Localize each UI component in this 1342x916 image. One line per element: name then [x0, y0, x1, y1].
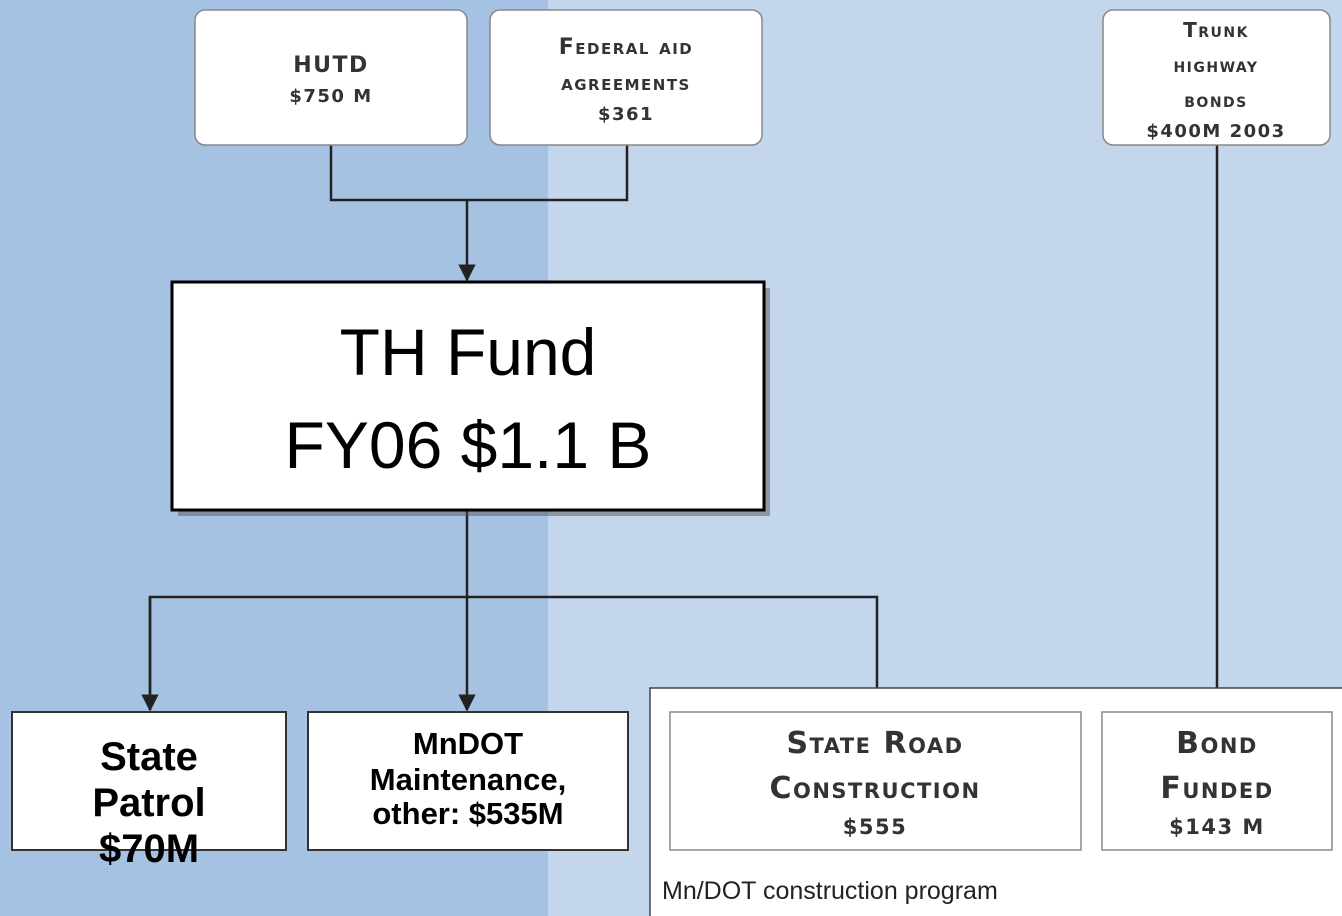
node-label: agreements: [561, 71, 691, 96]
node-box: [307, 711, 629, 851]
node-box: [170, 280, 766, 512]
node-label: Patrol: [92, 781, 205, 825]
node-label: Maintenance,: [370, 762, 566, 797]
node-label: Trunk: [1183, 18, 1249, 42]
node-label: other: $535M: [372, 796, 563, 831]
node-label: MnDOT: [413, 726, 523, 761]
node-label: TH Fund: [340, 315, 597, 389]
node-box: [1101, 711, 1333, 851]
group-label: Mn/DOT construction program: [662, 877, 998, 905]
node-box: [489, 9, 763, 146]
node-label: $750 M: [289, 86, 372, 107]
node-box: [669, 711, 1082, 851]
node-label: $555: [843, 815, 907, 839]
node-label: bonds: [1184, 88, 1248, 112]
node-label: HUTD: [293, 53, 369, 78]
node-label: Construction: [769, 771, 980, 806]
node-label: $400M 2003: [1146, 121, 1285, 142]
node-label: $70M: [99, 827, 199, 871]
node-box: [194, 9, 468, 146]
connector: [329, 145, 629, 202]
node-box: [1102, 9, 1331, 146]
node-label: $361: [598, 104, 654, 125]
node-label: Funded: [1160, 771, 1273, 806]
node-label: $143 M: [1169, 815, 1265, 839]
node-label: Bond: [1176, 726, 1258, 761]
node-box: [11, 711, 287, 851]
node-label: State: [100, 735, 198, 779]
node-label: highway: [1173, 53, 1258, 77]
node-label: Federal aid: [559, 35, 694, 60]
node-label: FY06 $1.1 B: [285, 408, 652, 482]
node-label: State Road: [786, 726, 963, 761]
